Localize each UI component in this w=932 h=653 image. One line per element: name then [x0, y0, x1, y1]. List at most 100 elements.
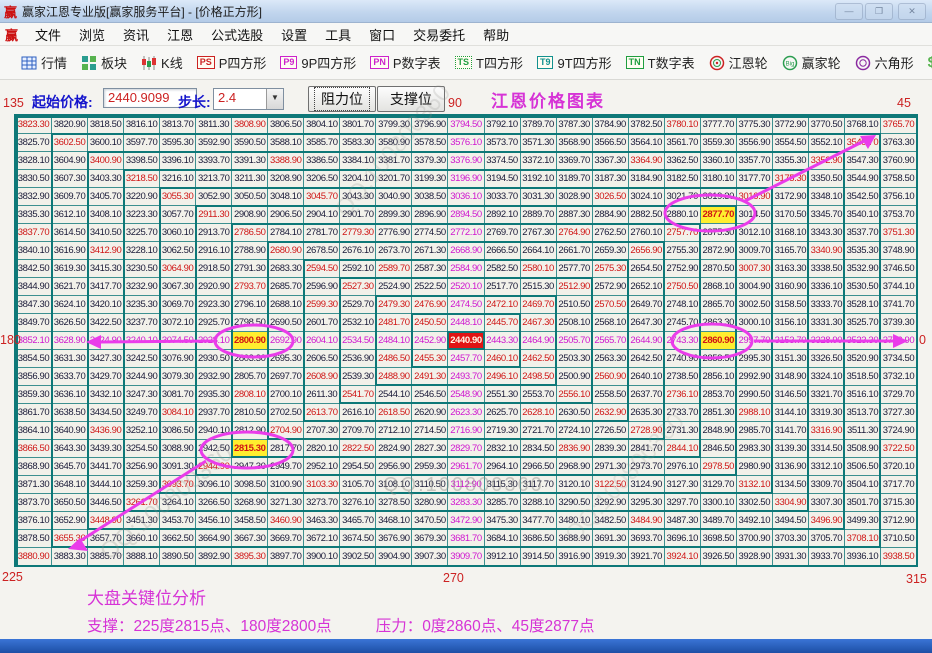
- chevron-down-icon[interactable]: ▼: [266, 89, 283, 109]
- step-select[interactable]: 2.4 ▼: [213, 88, 284, 110]
- menu-item-设置[interactable]: 设置: [281, 27, 308, 43]
- toolbar-item-行情[interactable]: 行情: [21, 53, 67, 72]
- toolbar-item-label: P四方形: [218, 56, 267, 71]
- resistance-button[interactable]: 阻力位: [308, 86, 376, 112]
- grid-cell: 2532.10: [340, 314, 376, 331]
- grid-cell: 3933.70: [808, 548, 844, 565]
- grid-cell: 3825.70: [16, 134, 52, 151]
- grid-cell: 3427.30: [88, 350, 124, 367]
- menu-item-帮助[interactable]: 帮助: [483, 27, 510, 43]
- grid-cell: 2541.70: [340, 386, 376, 403]
- grid-cell: 2721.70: [520, 422, 556, 439]
- grid-cell: 3900.10: [304, 548, 340, 565]
- grid-cell: 2630.50: [556, 404, 592, 421]
- toolbar-item-label: T数字表: [647, 56, 695, 71]
- toolbar-item-T数字表[interactable]: TN T数字表: [625, 53, 695, 72]
- menu-item-江恩[interactable]: 江恩: [167, 27, 194, 43]
- grid-cell: 3369.70: [556, 152, 592, 169]
- grid-cell: 2750.50: [664, 278, 700, 295]
- grid-cell: 3196.90: [448, 170, 484, 187]
- maximize-button[interactable]: ❐: [865, 3, 893, 20]
- menu-item-交易委托[interactable]: 交易委托: [413, 27, 466, 43]
- menu-item-资讯[interactable]: 资讯: [123, 27, 150, 43]
- grid-cell: 2546.50: [412, 386, 448, 403]
- grid-cell: 3456.10: [196, 512, 232, 529]
- grid-cell: 3144.10: [772, 404, 808, 421]
- toolbar-item-赢家服务[interactable]: $赢家服务: [928, 53, 932, 72]
- grid-cell: 3636.10: [52, 386, 88, 403]
- grid-cell: 2949.70: [268, 458, 304, 475]
- grid-cell: 3799.30: [376, 116, 412, 133]
- grid-cell: 2625.70: [484, 404, 520, 421]
- grid-cell: 3746.50: [880, 260, 916, 277]
- grid-cell: 3331.30: [808, 314, 844, 331]
- grid-cell: 2899.30: [376, 206, 412, 223]
- grid-cell: 2796.10: [232, 296, 268, 313]
- dollar-icon: $: [927, 54, 932, 71]
- grid-cell: 3448.90: [88, 512, 124, 529]
- support-button[interactable]: 支撑位: [377, 86, 445, 112]
- grid-cell: 2985.70: [736, 422, 772, 439]
- grid-cell: 3662.50: [160, 530, 196, 547]
- menu-item-浏览[interactable]: 浏览: [79, 27, 106, 43]
- grid-cell: 2846.50: [700, 440, 736, 457]
- grid-cell: 3710.50: [880, 530, 916, 547]
- grid-cell: 2954.50: [340, 458, 376, 475]
- grid-cell: 2973.70: [628, 458, 664, 475]
- grid-cell: 3753.70: [880, 206, 916, 223]
- grid-cell: 3182.50: [664, 170, 700, 187]
- start-price-input[interactable]: 2440.9099: [103, 88, 197, 108]
- grid-cell: 3088.90: [160, 440, 196, 457]
- toolbar-item-K线[interactable]: K线: [141, 53, 183, 72]
- grid-cell: 3549.70: [844, 134, 880, 151]
- menu-item-公式选股[interactable]: 公式选股: [211, 27, 264, 43]
- grid-cell: 3736.90: [880, 332, 916, 349]
- toolbar-item-板块[interactable]: 板块: [81, 53, 127, 72]
- grid-cell: 2887.30: [556, 206, 592, 223]
- grid-cell: 3904.90: [376, 548, 412, 565]
- grid-cell: 2486.50: [376, 350, 412, 367]
- grid-cell: 2824.90: [376, 440, 412, 457]
- close-button[interactable]: ✕: [898, 3, 926, 20]
- toolbar-item-9T四方形[interactable]: T9 9T四方形: [536, 53, 612, 72]
- grid-cell: 3127.30: [664, 476, 700, 493]
- toolbar-item-六角形[interactable]: 六角形: [855, 53, 914, 72]
- grid-cell: 3609.70: [52, 188, 88, 205]
- toolbar-item-赢家轮[interactable]: Big 赢家轮: [782, 53, 841, 72]
- menu-item-工具[interactable]: 工具: [325, 27, 352, 43]
- grid-cell: 2959.30: [412, 458, 448, 475]
- toolbar-item-label: 9T四方形: [557, 56, 612, 71]
- grid-cell: 3038.50: [412, 188, 448, 205]
- grid-cell: 2908.90: [232, 206, 268, 223]
- toolbar-item-9P四方形[interactable]: P9 9P四方形: [280, 53, 356, 72]
- grid-cell: 3535.30: [844, 242, 880, 259]
- grid-cell: 3067.30: [160, 278, 196, 295]
- toolbar-item-江恩轮[interactable]: 江恩轮: [709, 53, 768, 72]
- grid-cell: 3640.90: [52, 422, 88, 439]
- toolbar-item-P数字表[interactable]: PN P数字表: [370, 53, 441, 72]
- grid-cell: 3091.30: [160, 458, 196, 475]
- grid-cell: 2577.70: [556, 260, 592, 277]
- menu-item-文件[interactable]: 文件: [35, 27, 62, 43]
- grid-cell: 2767.30: [520, 224, 556, 241]
- grid-cell: 3604.90: [52, 152, 88, 169]
- minimize-button[interactable]: —: [835, 3, 863, 20]
- grid-cell: 2928.10: [196, 332, 232, 349]
- grid-cell: 3578.50: [412, 134, 448, 151]
- grid-cell: 2956.90: [376, 458, 412, 475]
- grid-cell: 2880.10: [664, 206, 700, 223]
- grid-cell: 3830.50: [16, 170, 52, 187]
- grid-cell: 2570.50: [592, 296, 628, 313]
- grid-cell: 3732.10: [880, 368, 916, 385]
- grid-cell: 3242.50: [124, 350, 160, 367]
- grid-cell: 3333.70: [808, 296, 844, 313]
- grid-cell: 2491.30: [412, 368, 448, 385]
- toolbar-item-T四方形[interactable]: TS T四方形: [454, 53, 523, 72]
- toolbar-item-P四方形[interactable]: PS P四方形: [196, 53, 267, 72]
- grid-cell: 3698.50: [700, 530, 736, 547]
- grid-cell: 3064.90: [160, 260, 196, 277]
- badge-icon: T9: [536, 56, 554, 69]
- grid-cell: 3924.10: [664, 548, 700, 565]
- menu-item-窗口[interactable]: 窗口: [369, 27, 396, 43]
- grid-cell: 2930.50: [196, 350, 232, 367]
